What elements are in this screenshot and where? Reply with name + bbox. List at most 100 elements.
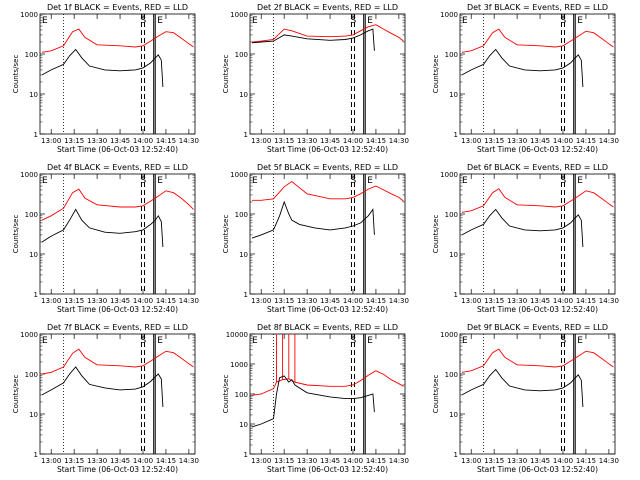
y-tick-label: 10 bbox=[449, 251, 458, 259]
x-tick-label: 13:45 bbox=[530, 137, 550, 145]
y-tick-label: 1000 bbox=[440, 331, 458, 339]
x-tick-label: 14:00 bbox=[343, 457, 363, 465]
y-tick-label: 10 bbox=[29, 251, 38, 259]
x-tick-label: 14:00 bbox=[553, 137, 573, 145]
plot-frame bbox=[459, 333, 616, 455]
y-tick-label: 100 bbox=[235, 391, 248, 399]
y-tick-label: 1000 bbox=[440, 11, 458, 19]
y-tick-label: 100 bbox=[25, 211, 38, 219]
panel-det-5: Det 5f BLACK = Events, RED = LLD 1 10 100 10… bbox=[222, 163, 409, 314]
series-lld-line bbox=[41, 28, 194, 53]
series-events-line bbox=[251, 200, 375, 239]
y-tick-label: 10 bbox=[239, 421, 248, 429]
y-axis-label: Counts/sec bbox=[222, 215, 230, 254]
x-tick-label: 14:30 bbox=[599, 137, 619, 145]
marker-label-end: E bbox=[157, 336, 163, 346]
marker-label-s: S bbox=[560, 16, 566, 26]
x-tick-label: 14:30 bbox=[179, 137, 199, 145]
series-events-line bbox=[41, 208, 164, 248]
x-tick-label: 13:15 bbox=[64, 457, 84, 465]
x-axis-label: Start Time (06-Oct-03 12:52:40) bbox=[267, 145, 388, 154]
x-tick-label: 13:00 bbox=[41, 137, 61, 145]
y-tick-label: 100 bbox=[25, 371, 38, 379]
panel-title: Det 9f BLACK = Events, RED = LLD bbox=[467, 323, 608, 332]
x-axis-label: Start Time (06-Oct-03 12:52:40) bbox=[57, 145, 178, 154]
marker-label-end: E bbox=[577, 336, 583, 346]
x-axis-label: Start Time (06-Oct-03 12:52:40) bbox=[477, 305, 598, 314]
x-tick-label: 13:00 bbox=[461, 137, 481, 145]
panel-det-2: Det 2f BLACK = Events, RED = LLD 1 10 100 10… bbox=[222, 3, 409, 154]
marker-label-s: S bbox=[140, 16, 146, 26]
marker-label-start: E bbox=[42, 336, 48, 346]
marker-label-start: E bbox=[252, 16, 258, 26]
x-axis-label: Start Time (06-Oct-03 12:52:40) bbox=[477, 145, 598, 154]
y-tick-label: 1000 bbox=[20, 331, 38, 339]
marker-label-s: S bbox=[350, 16, 356, 26]
x-tick-label: 14:15 bbox=[576, 137, 596, 145]
marker-label-s: S bbox=[350, 336, 356, 346]
marker-label-end: E bbox=[577, 176, 583, 186]
x-tick-label: 13:30 bbox=[87, 457, 107, 465]
marker-label-s: S bbox=[560, 176, 566, 186]
y-tick-label: 1000 bbox=[230, 171, 248, 179]
series-lld-line bbox=[251, 334, 404, 396]
panel-title: Det 4f BLACK = Events, RED = LLD bbox=[47, 163, 188, 172]
x-tick-label: 13:45 bbox=[110, 137, 130, 145]
x-tick-label: 13:30 bbox=[507, 457, 527, 465]
y-tick-label: 1 bbox=[34, 291, 38, 299]
x-tick-label: 13:30 bbox=[507, 297, 527, 305]
x-tick-label: 13:15 bbox=[274, 297, 294, 305]
panel-title: Det 7f BLACK = Events, RED = LLD bbox=[47, 323, 188, 332]
y-axis-label: Counts/sec bbox=[432, 375, 440, 414]
series-events-line bbox=[41, 48, 164, 88]
plot-frame bbox=[459, 173, 616, 295]
marker-label-start: E bbox=[462, 336, 468, 346]
x-tick-label: 13:30 bbox=[297, 297, 317, 305]
x-tick-label: 14:30 bbox=[599, 297, 619, 305]
x-tick-label: 13:30 bbox=[297, 457, 317, 465]
x-tick-label: 14:15 bbox=[366, 137, 386, 145]
x-tick-label: 13:00 bbox=[461, 457, 481, 465]
x-tick-label: 13:45 bbox=[110, 297, 130, 305]
x-tick-label: 13:45 bbox=[530, 457, 550, 465]
marker-label-end: E bbox=[157, 16, 163, 26]
plot-frame bbox=[39, 333, 196, 455]
x-tick-label: 13:15 bbox=[274, 457, 294, 465]
y-tick-label: 1000 bbox=[20, 11, 38, 19]
x-tick-label: 14:15 bbox=[366, 457, 386, 465]
series-lld-line bbox=[461, 348, 614, 373]
y-tick-label: 1000 bbox=[230, 361, 248, 369]
x-axis-label: Start Time (06-Oct-03 12:52:40) bbox=[477, 465, 598, 474]
y-tick-label: 100 bbox=[25, 51, 38, 59]
x-tick-label: 13:45 bbox=[320, 137, 340, 145]
x-tick-label: 14:15 bbox=[156, 457, 176, 465]
y-tick-label: 100 bbox=[445, 371, 458, 379]
x-tick-label: 13:30 bbox=[87, 137, 107, 145]
x-tick-label: 14:00 bbox=[343, 137, 363, 145]
panel-title: Det 3f BLACK = Events, RED = LLD bbox=[467, 3, 608, 12]
y-tick-label: 1000 bbox=[440, 171, 458, 179]
series-events-line bbox=[251, 28, 375, 51]
x-tick-label: 13:45 bbox=[320, 297, 340, 305]
panel-title: Det 2f BLACK = Events, RED = LLD bbox=[257, 3, 398, 12]
plot-frame bbox=[39, 13, 196, 135]
series-lld-line bbox=[461, 188, 614, 213]
x-tick-label: 13:45 bbox=[530, 297, 550, 305]
y-axis-label: Counts/sec bbox=[432, 215, 440, 254]
x-tick-label: 13:00 bbox=[251, 297, 271, 305]
x-tick-label: 14:00 bbox=[343, 297, 363, 305]
y-tick-label: 10000 bbox=[226, 331, 248, 339]
x-tick-label: 14:00 bbox=[133, 137, 153, 145]
y-tick-label: 100 bbox=[235, 51, 248, 59]
marker-label-end: E bbox=[157, 176, 163, 186]
y-tick-label: 100 bbox=[235, 211, 248, 219]
y-tick-label: 100 bbox=[445, 211, 458, 219]
y-tick-label: 1 bbox=[454, 291, 458, 299]
x-tick-label: 13:45 bbox=[110, 457, 130, 465]
y-axis-label: Counts/sec bbox=[222, 375, 230, 414]
x-axis-label: Start Time (06-Oct-03 12:52:40) bbox=[267, 305, 388, 314]
y-axis-label: Counts/sec bbox=[432, 55, 440, 94]
panel-title: Det 5f BLACK = Events, RED = LLD bbox=[257, 163, 398, 172]
x-tick-label: 13:00 bbox=[251, 457, 271, 465]
